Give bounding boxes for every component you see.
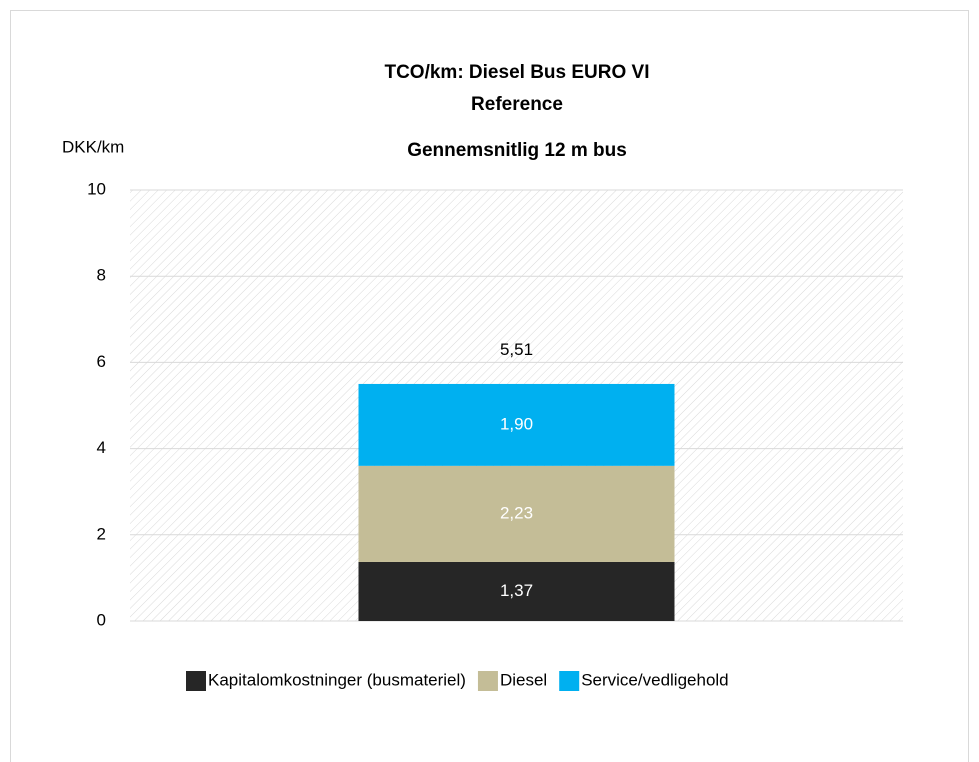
- y-tick-label: 10: [87, 179, 106, 198]
- y-tick-label: 8: [97, 266, 106, 285]
- data-label: 1,90: [500, 414, 533, 433]
- y-tick-label: 6: [97, 352, 106, 371]
- data-label: 2,23: [500, 503, 533, 522]
- chart-subtitle: Reference: [471, 94, 563, 115]
- data-label: 1,37: [500, 581, 533, 600]
- legend-swatch: [477, 671, 498, 691]
- bar-segment: [358, 383, 675, 466]
- legend-label: Diesel: [500, 670, 547, 689]
- chart-title: TCO/km: Diesel Bus EURO VI: [384, 62, 649, 83]
- bar-segment: [358, 465, 675, 562]
- y-tick-label: 2: [97, 524, 106, 543]
- y-tick-label: 4: [97, 438, 106, 457]
- legend-swatch: [559, 671, 580, 691]
- y-tick-label: 0: [97, 610, 106, 629]
- total-label: 5,51: [500, 340, 533, 359]
- chart-subtitle: Gennemsnitlig 12 m bus: [407, 140, 627, 161]
- y-axis-label: DKK/km: [62, 137, 124, 156]
- legend-label: Service/vedligehold: [581, 670, 728, 689]
- legend-label: Kapitalomkostninger (busmateriel): [208, 670, 466, 689]
- bar-segment: [358, 561, 675, 621]
- legend-swatch: [186, 671, 206, 691]
